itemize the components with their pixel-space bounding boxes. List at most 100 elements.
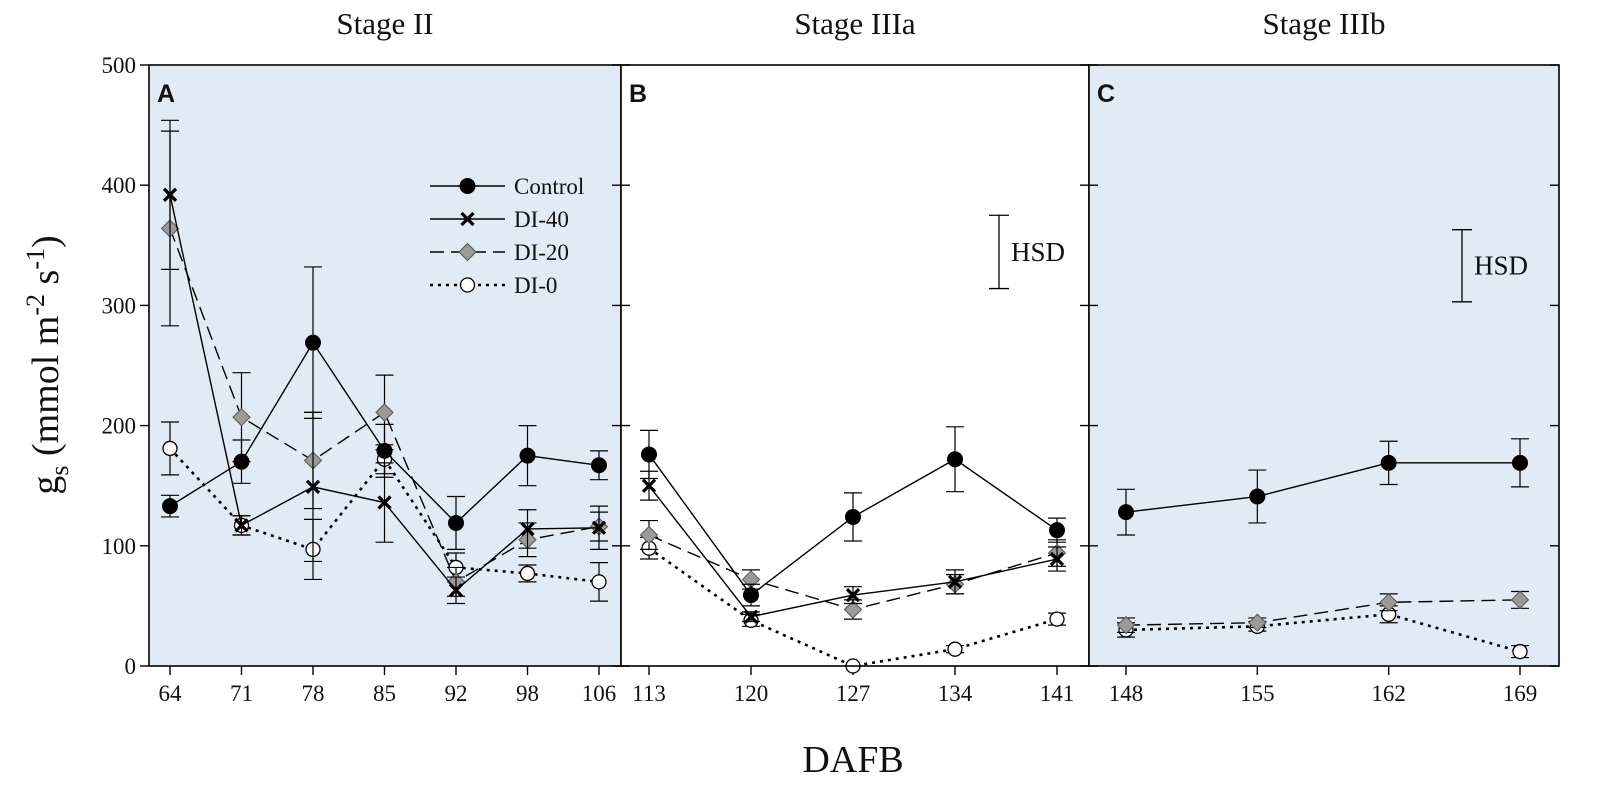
series-control (640, 426, 1066, 607)
data-point (591, 520, 607, 535)
hsd-bar: HSD (989, 214, 1065, 290)
panel-background (621, 65, 1089, 666)
data-point (162, 440, 178, 457)
series-di-40 (161, 119, 608, 605)
data-point (641, 478, 657, 493)
legend-label: DI-20 (514, 240, 569, 265)
data-point (845, 508, 861, 525)
data-point (519, 447, 536, 464)
y-axis-exp-1: -2 (21, 294, 50, 316)
y-axis-units-mid: s (25, 270, 67, 294)
panel-letter: B (629, 80, 647, 108)
data-point (641, 446, 657, 463)
legend-item-di-40: DI-40 (430, 207, 569, 232)
series-di-40 (640, 470, 1066, 624)
x-tick-label: 78 (302, 681, 325, 706)
y-axis-subscript: s (45, 466, 74, 476)
y-tick-label: 200 (102, 414, 137, 439)
series-control (1117, 438, 1529, 536)
panel-b: 113 120 127 134 141 Stage IIIa B HSD (612, 6, 1090, 706)
data-point (591, 574, 607, 590)
x-tick-label: 113 (632, 681, 666, 706)
legend-marker (459, 277, 476, 293)
legend-marker (460, 211, 475, 227)
data-point (519, 565, 536, 582)
data-point (448, 514, 464, 531)
panel-title: Stage II (336, 6, 433, 41)
data-point (1512, 454, 1528, 471)
y-axis-label: gs (mmol m-2 s-1) (21, 235, 74, 494)
panel-background (1089, 65, 1559, 666)
x-tick-label: 120 (734, 681, 769, 706)
y-axis-symbol: g (25, 476, 67, 495)
series-control (161, 266, 608, 551)
data-point (1049, 551, 1065, 567)
x-tick-label: 148 (1109, 681, 1144, 706)
y-tick-label: 0 (125, 654, 137, 679)
x-tick-label: 155 (1240, 681, 1275, 706)
legend: Control DI-40 DI-20 DI-0 (430, 174, 584, 298)
y-axis-exp-2: -1 (21, 248, 50, 270)
series-line (1125, 612, 1521, 653)
panel-background (149, 65, 621, 666)
data-point (947, 451, 963, 468)
x-tick-label: 141 (1040, 681, 1075, 706)
x-axis-label: DAFB (802, 739, 903, 781)
data-point (843, 600, 863, 619)
legend-item-di-0: DI-0 (430, 273, 557, 298)
data-point (232, 407, 251, 427)
panel-letter: A (157, 80, 175, 108)
y-tick-label: 400 (102, 173, 137, 198)
data-point (947, 574, 963, 589)
data-point (234, 518, 249, 533)
panel-frame (1088, 64, 1560, 667)
data-point (1380, 454, 1397, 471)
legend-label: DI-40 (514, 207, 569, 232)
data-point (305, 479, 321, 495)
data-point (1049, 611, 1065, 627)
x-tick-label: 169 (1503, 681, 1538, 706)
series-line (1125, 599, 1521, 626)
hsd-label: HSD (1474, 251, 1528, 281)
series-di-0 (640, 536, 1066, 674)
data-point (1512, 643, 1528, 660)
x-tick-label: 85 (373, 681, 396, 706)
data-point (743, 609, 759, 624)
hsd-label: HSD (1011, 237, 1065, 267)
data-point (375, 403, 394, 422)
data-point (162, 187, 178, 202)
data-point (305, 334, 321, 351)
legend-label: Control (514, 174, 584, 199)
y-axis-units-open: (mmol m (25, 316, 67, 456)
data-point (233, 453, 250, 470)
panel-letter: C (1097, 80, 1115, 108)
data-point (1116, 615, 1136, 635)
data-point (376, 442, 393, 459)
y-tick-label: 300 (102, 293, 137, 318)
data-point (845, 587, 861, 603)
legend-marker (459, 178, 476, 194)
data-point (448, 583, 464, 598)
legend-label: DI-0 (514, 273, 557, 298)
series-line (1125, 462, 1520, 513)
data-point (1249, 488, 1266, 505)
panel-title: Stage IIIa (794, 6, 916, 41)
data-point (591, 457, 607, 474)
hsd-bar: HSD (1452, 229, 1528, 303)
x-tick-label: 134 (938, 681, 973, 706)
y-tick-label: 500 (102, 53, 137, 78)
data-point (1049, 522, 1065, 539)
y-axis-units (25, 456, 67, 466)
x-tick-label: 106 (582, 681, 617, 706)
x-tick-label: 64 (159, 681, 183, 706)
x-tick-label: 162 (1371, 681, 1406, 706)
x-tick-label: 71 (230, 681, 253, 706)
svg-text:gs (mmol m-2 s-1): gs (mmol m-2 s-1) (21, 235, 74, 494)
legend-item-di-20: DI-20 (430, 240, 569, 265)
panel-c: 148 155 162 169 Stage IIIb C HSD (1080, 6, 1560, 706)
data-point (743, 587, 759, 604)
data-point (1118, 504, 1134, 521)
x-tick-label: 98 (516, 681, 539, 706)
data-point (162, 498, 178, 515)
